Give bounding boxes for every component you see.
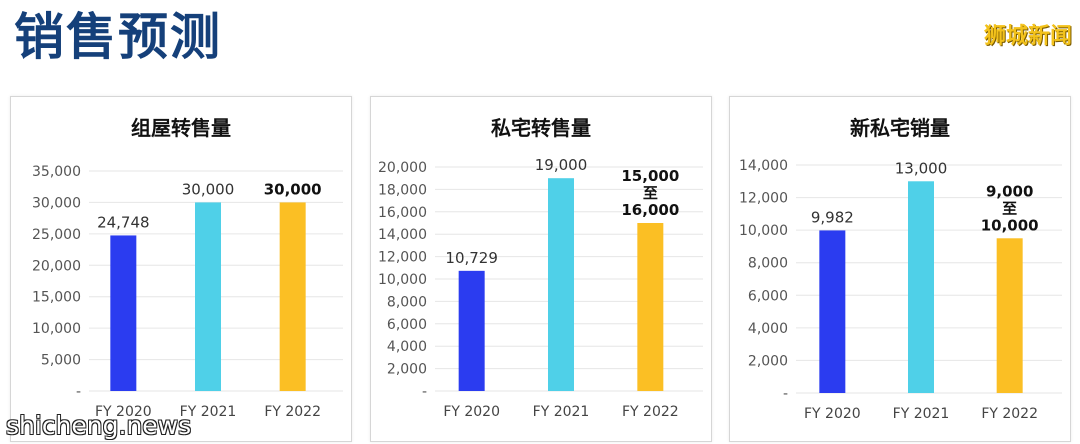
- data-label: 24,748: [97, 213, 150, 231]
- y-tick-label: 14,000: [739, 158, 788, 174]
- brand-logo: 狮城新闻: [983, 24, 1072, 49]
- x-tick-label: FY 2020: [95, 404, 152, 420]
- y-tick-label: 2,000: [748, 353, 788, 369]
- y-tick-label: 10,000: [378, 272, 427, 288]
- y-tick-label: 12,000: [739, 191, 788, 207]
- y-tick-label: -: [422, 384, 427, 400]
- y-tick-label: 15,000: [32, 290, 81, 306]
- chart-title: 新私宅销量: [850, 116, 950, 140]
- y-tick-label: 5,000: [41, 353, 81, 369]
- bar-fy-2020: [819, 230, 846, 393]
- y-tick-label: 16,000: [378, 205, 427, 221]
- data-label: 9,000: [986, 182, 1033, 200]
- x-tick-label: FY 2021: [533, 404, 590, 420]
- watermark: shicheng.news: [6, 411, 192, 440]
- y-tick-label: 20,000: [378, 160, 427, 176]
- x-tick-label: FY 2021: [180, 404, 237, 420]
- y-tick-label: 6,000: [748, 288, 788, 304]
- chart-title: 私宅转售量: [491, 116, 591, 140]
- bar-fy-2022: [996, 238, 1023, 393]
- y-tick-label: 12,000: [378, 250, 427, 266]
- y-tick-label: 25,000: [32, 227, 81, 243]
- data-label: 16,000: [621, 201, 679, 219]
- data-label: 30,000: [264, 180, 322, 198]
- data-label: 9,982: [811, 208, 854, 226]
- data-label: 至: [1002, 199, 1017, 217]
- x-tick-label: FY 2022: [264, 404, 321, 420]
- y-tick-label: 6,000: [387, 317, 427, 333]
- x-tick-label: FY 2022: [981, 406, 1038, 422]
- y-tick-label: -: [783, 386, 788, 402]
- y-tick-label: 4,000: [748, 321, 788, 337]
- x-tick-label: FY 2020: [804, 406, 861, 422]
- x-tick-label: FY 2021: [893, 406, 950, 422]
- y-tick-label: 10,000: [32, 321, 81, 337]
- chart-panel-hdb-resale: 组屋转售量 - 5,000 10,000 15,000 20,000 25,000 30,00…: [10, 96, 352, 442]
- bar-fy-2021: [908, 181, 934, 393]
- bar-fy-2022: [637, 223, 664, 391]
- data-label: 10,000: [981, 216, 1039, 234]
- page-title: 销售预测: [14, 8, 222, 66]
- y-tick-label: 35,000: [32, 164, 81, 180]
- data-label: 15,000: [621, 167, 679, 185]
- data-label: 13,000: [895, 159, 948, 177]
- y-tick-label: 4,000: [387, 339, 427, 355]
- data-label: 10,729: [445, 249, 498, 267]
- data-label: 19,000: [535, 156, 588, 174]
- chart-title: 组屋转售量: [131, 116, 231, 140]
- y-tick-label: 20,000: [32, 258, 81, 274]
- y-tick-label: 2,000: [387, 362, 427, 378]
- chart-svg: 组屋转售量 - 5,000 10,000 15,000 20,000 25,000 30,00…: [32, 116, 343, 420]
- y-tick-label: 30,000: [32, 195, 81, 211]
- y-tick-label: 14,000: [378, 227, 427, 243]
- chart-svg: 新私宅销量 - 2,000 4,000 6,000 8,000 10,000 12,000 14…: [739, 116, 1062, 422]
- y-tick-label: -: [76, 384, 81, 400]
- chart-svg: 私宅转售量 - 2,000 4,000 6,000 8,000 10,000 12,000 14…: [378, 116, 703, 420]
- x-tick-label: FY 2020: [443, 404, 500, 420]
- data-label: 至: [643, 184, 658, 202]
- bar-fy-2022: [279, 202, 306, 391]
- bar-fy-2020: [110, 235, 137, 391]
- y-tick-label: 18,000: [378, 182, 427, 198]
- y-tick-label: 8,000: [748, 256, 788, 272]
- bar-fy-2021: [548, 178, 574, 391]
- bar-fy-2020: [458, 270, 485, 391]
- y-tick-label: 10,000: [739, 223, 788, 239]
- chart-panel-new-private-sales: 新私宅销量 - 2,000 4,000 6,000 8,000 10,000 12,000 14…: [729, 96, 1071, 442]
- chart-panel-private-resale: 私宅转售量 - 2,000 4,000 6,000 8,000 10,000 12,000 14…: [370, 96, 712, 442]
- x-tick-label: FY 2022: [622, 404, 679, 420]
- bar-fy-2021: [195, 202, 221, 391]
- data-label: 30,000: [182, 180, 235, 198]
- y-tick-label: 8,000: [387, 294, 427, 310]
